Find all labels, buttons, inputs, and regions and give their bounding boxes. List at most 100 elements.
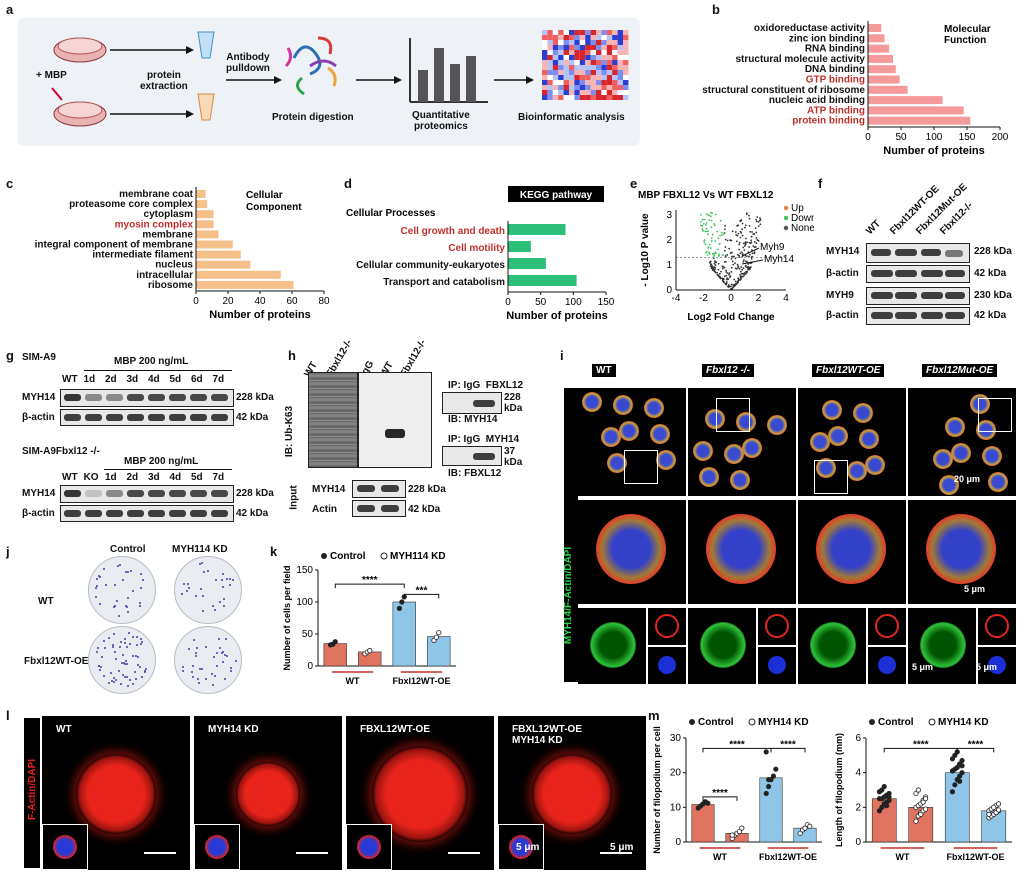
panel-label-g: g [6,348,14,363]
heatmap-cell [601,30,607,35]
heatmap-cell [596,70,602,75]
cell-dot [134,654,137,657]
x-tick-label: 100 [926,132,943,143]
volcano-point [734,257,737,260]
heatmap-cell [596,30,602,35]
e-gene2-pointer [741,259,764,265]
cell-dot [139,643,142,646]
blot-band [148,510,165,517]
e-legend-dot-1 [783,215,789,221]
bar-1 [508,241,531,252]
volcano-point [716,230,718,233]
cell-dot [125,570,128,573]
x-axis-label: Number of proteins [883,145,984,157]
i-cell [933,449,953,469]
cell-dot [215,664,218,667]
legend-dot-control [869,719,875,725]
cell-dot [141,579,144,582]
data-point [332,639,338,645]
cell-dot [108,637,111,640]
cell-dot [182,583,185,586]
volcano-point [729,239,732,242]
cell-dot [112,645,115,648]
l-micrograph-row: WT MYH14 KD FBXL12WT-OE FBXL12WT-OE MYH14 K… [42,716,646,870]
heatmap-cell [574,45,580,50]
panel-label-i: i [560,348,564,363]
heatmap-cell [601,75,607,80]
cell-dot [230,669,233,672]
cell-dot [119,646,122,649]
cell-dot [101,656,104,659]
group-label-0: WT [896,852,910,862]
blot-band [148,394,165,401]
i-cell [951,443,971,463]
cell-dot [127,684,130,687]
i-blue-cell [878,656,896,674]
volcano-point [750,241,753,244]
h-ubk63-blot-left [308,372,358,468]
y-tick-label: 0 [307,661,313,672]
l-micrograph-3: FBXL12WT-OE MYH14 KD [498,716,646,870]
volcano-point [748,241,751,244]
i-overview-1 [688,388,796,496]
volcano-point [721,265,724,268]
i-cell [828,426,848,446]
volcano-point [704,243,707,246]
heatmap-cell [552,50,559,55]
bar-4 [196,230,219,239]
volcano-point [750,239,752,242]
i-zoom-box [716,398,750,432]
blot-band [127,510,144,517]
volcano-point [744,241,747,244]
volcano-point [726,277,729,280]
cell-dot [98,603,101,606]
volcano-point [734,267,737,270]
g-top-treatment: MBP 200 ng/mL [114,356,189,367]
heatmap-cell [617,50,623,55]
sig-label-1: **** [729,739,745,750]
i-green-cell [810,622,856,668]
volcano-point [738,267,741,270]
heatmap-cell [612,90,618,95]
g-top-blot-2 [60,409,234,426]
cell-dot [131,655,134,658]
volcano-point [711,233,714,236]
heatmap-cell [623,45,629,50]
blot-band [127,490,144,497]
kegg-header-box [508,186,604,202]
cell-dot [119,640,122,643]
j-col-control: Control [110,544,146,555]
volcano-point [724,246,727,248]
legend-kd: MYH114 KD [390,551,446,562]
heatmap-cell [563,45,569,50]
bar-label-8: ATP binding [807,105,865,116]
f-row-1-name: MYH14 [826,246,860,257]
volcano-point [726,239,729,242]
heatmap-cell [601,65,607,70]
heatmap-cell [585,55,591,60]
blot-band [85,394,102,401]
i-scale-label-4: 5 μm [976,662,998,672]
f-lane-1: WT [864,218,883,237]
blot-band [169,510,186,517]
heatmap-cell [569,55,575,60]
data-point [952,752,958,758]
cell-dot [95,587,98,590]
volcano-point [732,263,735,266]
legend-control: Control [698,717,734,728]
volcano-point [711,267,714,270]
heatmap-cell [569,70,575,75]
h-kda1: 228 kDa [504,392,523,414]
heatmap-cell [596,65,602,70]
cell-dot [124,604,127,607]
cell-dot [199,562,202,565]
heatmap-cell [579,85,586,90]
blot-band [106,490,123,497]
cell-dot [228,584,231,587]
volcano-point [710,237,713,240]
l-title-3: FBXL12WT-OE MYH14 KD [512,724,583,746]
l-title-2: FBXL12WT-OE [360,724,431,735]
cell-dot [201,609,204,612]
l-inset-cell [509,835,533,859]
